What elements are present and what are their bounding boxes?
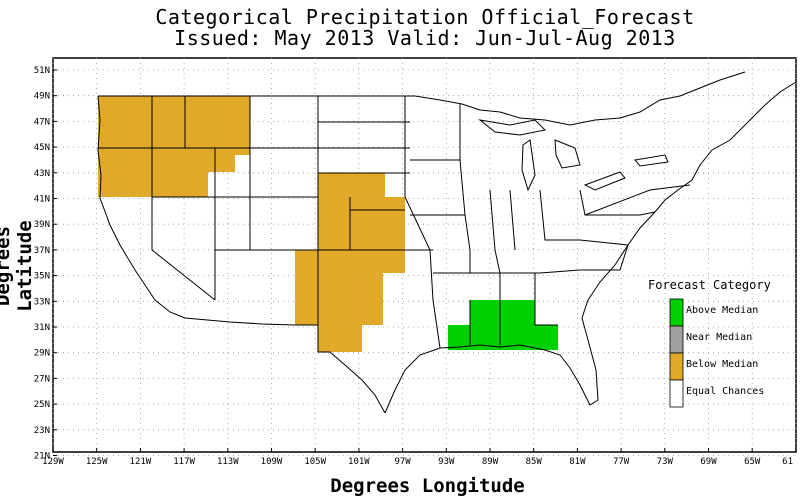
lon-tick-label: 101W: [348, 457, 370, 467]
lon-tick-label: 93W: [438, 457, 455, 467]
lat-tick-label: 47N: [34, 117, 50, 127]
lon-tick-label: 77W: [613, 457, 630, 467]
above-median-regions: [448, 300, 558, 350]
lon-tick-label: 65W: [744, 457, 761, 467]
dashed-state-borders: [215, 147, 410, 251]
below-median-northwest: [98, 96, 250, 197]
longitude-ticks: 129W 125W 121W 117W 113W 109W 105W 101W 97W 93W 89…: [42, 448, 797, 467]
lon-tick-label: 129W: [42, 457, 64, 467]
lon-tick-label: 73W: [657, 457, 674, 467]
state-border: [534, 273, 558, 326]
latitude-ticks: 51N 49N 47N 45N 43N 41N 39N 37N 35N 33N 31N 29N 27N 2…: [34, 66, 57, 462]
lake-huron: [554, 139, 581, 169]
pacific-coastline: [97, 95, 186, 319]
lake-ontario: [634, 154, 669, 167]
lake-erie: [583, 171, 626, 191]
above-median-gulf-coast: [448, 300, 558, 350]
lon-tick-label: 85W: [526, 457, 543, 467]
lon-tick-label: 69W: [700, 457, 717, 467]
lat-tick-label: 37N: [34, 246, 50, 256]
state-border: [151, 96, 216, 301]
state-border: [509, 189, 516, 251]
lon-tick-label: 113W: [217, 457, 239, 467]
lon-tick-label: 121W: [130, 457, 152, 467]
map-subtitle: Issued: May 2013 Valid: Jun-Jul-Aug 2013: [174, 26, 676, 50]
state-border: [579, 189, 656, 216]
lat-tick-label: 25N: [34, 400, 50, 410]
lat-tick-label: 33N: [34, 297, 50, 307]
state-border: [580, 244, 629, 271]
state-border: [539, 189, 629, 246]
legend-label: Below Median: [686, 359, 758, 370]
lon-tick-label: 109W: [261, 457, 283, 467]
lon-tick-label: 89W: [482, 457, 499, 467]
gulf-coastline: [384, 299, 599, 414]
lat-tick-label: 29N: [34, 349, 50, 359]
lake-michigan: [521, 139, 536, 192]
lat-tick-label: 51N: [34, 66, 50, 76]
legend: Forecast Category Above Median Near Media…: [648, 278, 771, 408]
x-axis-label: Degrees Longitude: [330, 475, 525, 497]
lon-tick-label: 117W: [173, 457, 195, 467]
below-median-regions: [98, 96, 405, 352]
legend-label: Equal Chances: [686, 386, 764, 397]
lake-superior: [478, 119, 547, 136]
northeast-coastline: [711, 81, 797, 151]
lat-tick-label: 39N: [34, 220, 50, 230]
lon-tick-label: 105W: [304, 457, 326, 467]
lat-tick-label: 45N: [34, 143, 50, 153]
legend-swatch: [669, 325, 684, 354]
map-title: Categorical Precipitation Official_Forec…: [155, 5, 695, 29]
legend-swatch: [669, 352, 684, 381]
us-mexico-border: [184, 317, 386, 414]
lat-tick-label: 21N: [34, 452, 50, 462]
northern-border-east: [414, 71, 746, 126]
lon-tick-label: 81W: [569, 457, 586, 467]
lon-tick-label: 97W: [394, 457, 411, 467]
legend-swatch: [669, 298, 684, 327]
lat-tick-label: 43N: [34, 169, 50, 179]
lat-tick-label: 41N: [34, 195, 50, 205]
lon-tick-label: 125W: [86, 457, 108, 467]
legend-label: Near Median: [686, 332, 752, 343]
lat-tick-label: 31N: [34, 323, 50, 333]
legend-items: Above Median Near Median Below Median Equal…: [669, 298, 764, 408]
legend-label: Above Median: [686, 305, 758, 316]
lon-tick-label: 61: [782, 457, 793, 467]
lat-tick-label: 27N: [34, 374, 50, 384]
lat-tick-label: 35N: [34, 272, 50, 282]
state-border: [489, 189, 501, 274]
lat-tick-label: 23N: [34, 426, 50, 436]
legend-swatch: [669, 379, 684, 408]
below-median-central-plains: [295, 173, 405, 352]
state-border: [404, 96, 441, 349]
legend-title: Forecast Category: [648, 278, 771, 292]
state-border: [584, 184, 691, 216]
map-outlines: [97, 71, 797, 414]
lat-tick-label: 49N: [34, 92, 50, 102]
